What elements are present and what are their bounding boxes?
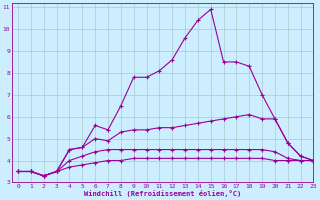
- X-axis label: Windchill (Refroidissement éolien,°C): Windchill (Refroidissement éolien,°C): [84, 190, 241, 197]
